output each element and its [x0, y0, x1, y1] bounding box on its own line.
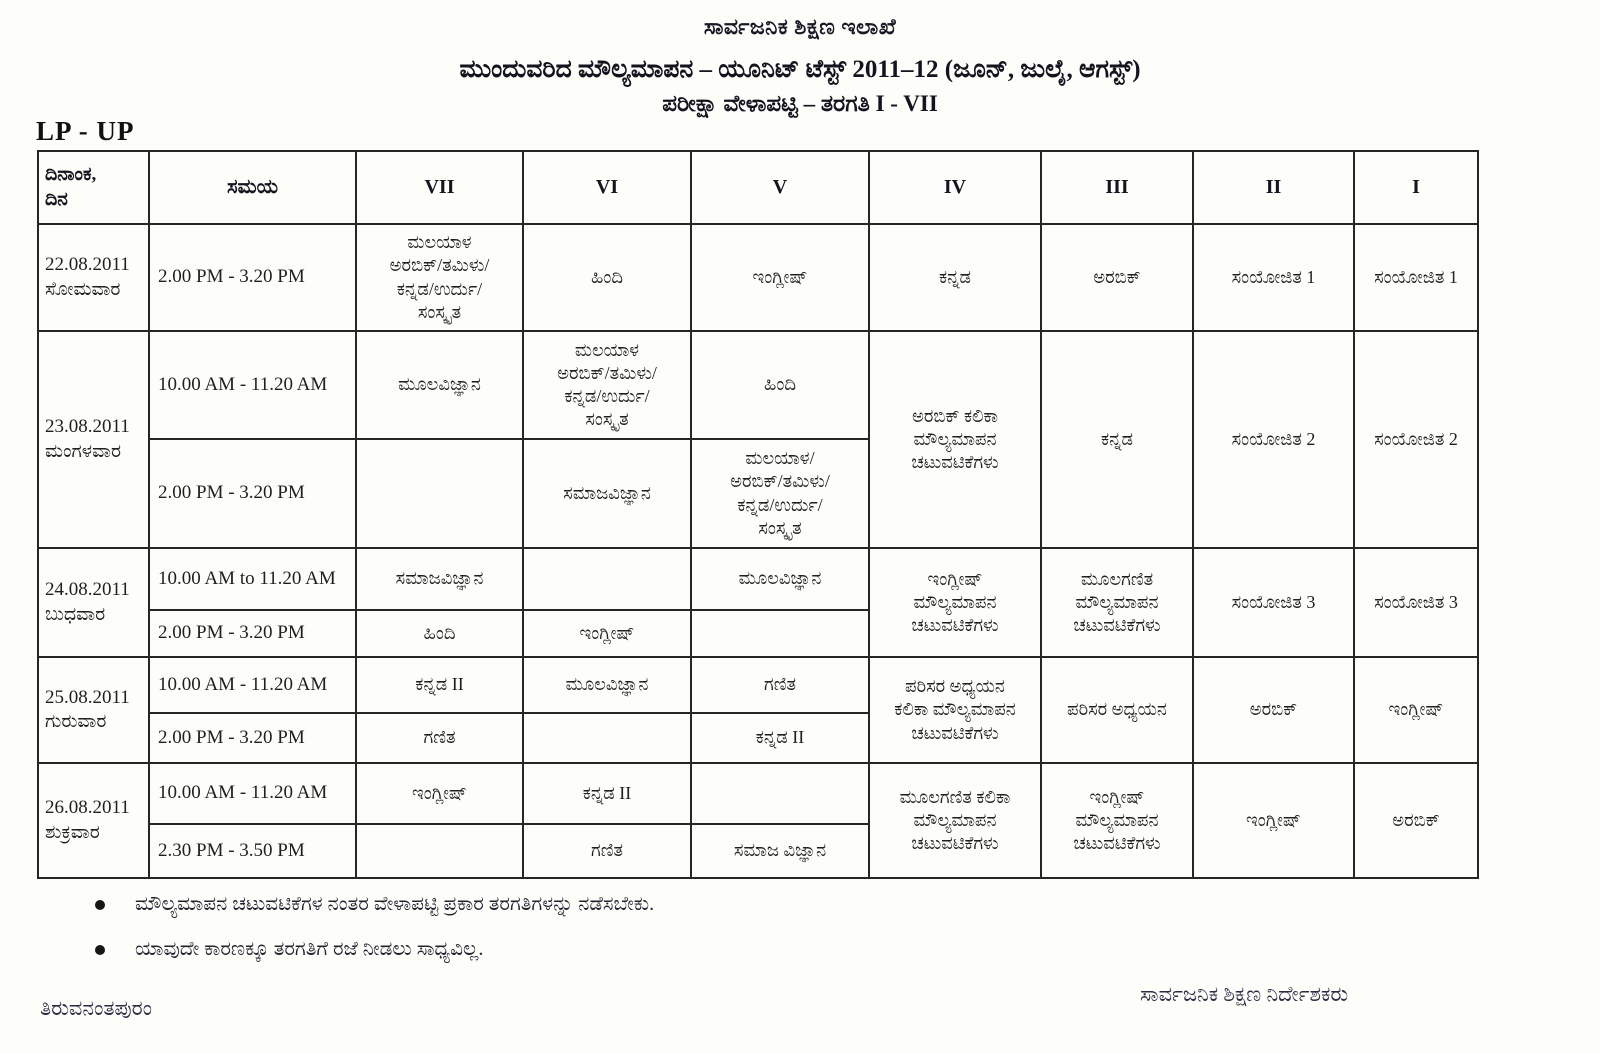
time-cell: 2.00 PM - 3.20 PM: [148, 223, 357, 332]
col-header-class-iv: IV: [868, 150, 1042, 225]
subject-cell: ಮೂಲಗಣಿತ ಕಲಿಕಾ ಮೌಲ್ಯಮಾಪನ ಚಟುವಟಿಕೆಗಳು: [868, 762, 1042, 879]
subject-cell: ಮಲಯಾಳ ಅರಬಿಕ್/ತಮಿಳು/ ಕನ್ನಡ/ಉರ್ದು/ ಸಂಸ್ಕೃತ: [522, 330, 692, 440]
subject-cell: [355, 823, 524, 879]
subject-cell: ಸಮಾಜ ವಿಜ್ಞಾನ: [690, 823, 870, 879]
table-row: 2.30 PM - 3.50 PM ಗಣಿತ ಸಮಾಜ ವಿಜ್ಞಾನ: [38, 823, 1478, 879]
col-header-class-ii: II: [1192, 150, 1355, 225]
subject-cell: ಸಮಾಜವಿಜ್ಞಾನ: [355, 547, 524, 611]
subject-cell: ಕನ್ನಡ II: [522, 762, 692, 825]
note-text: ಮೌಲ್ಯಮಾಪನ ಚಟುವಟಿಕೆಗಳ ನಂತರ ವೇಳಾಪಟ್ಟಿ ಪ್ರಕ…: [135, 893, 655, 915]
subject-cell: ಸಂಯೋಜಿತ 1: [1353, 223, 1479, 332]
note-item: ಯಾವುದೇ ಕಾರಣಕ್ಕೂ ತರಗತಿಗೆ ರಜೆ ನೀಡಲು ಸಾಧ್ಯವ…: [95, 938, 1395, 961]
bullet-icon: [95, 945, 105, 955]
subject-cell: ಸಂಯೋಜಿತ 3: [1353, 547, 1479, 658]
date-cell: 24.08.2011 ಬುಧವಾರ: [37, 547, 150, 658]
department-title: ಸಾರ್ವಜನಿಕ ಶಿಕ್ಷಣ ಇಲಾಖೆ: [703, 14, 897, 39]
subject-cell: ಹಿಂದಿ: [355, 609, 524, 658]
subject-cell: ಇಂಗ್ಲೀಷ್: [1353, 656, 1479, 764]
table-row: 26.08.2011 ಶುಕ್ರವಾರ 10.00 AM - 11.20 AM …: [37, 762, 1479, 879]
subject-cell: ಸಂಯೋಜಿತ 3: [1192, 547, 1355, 658]
table-row: 23.08.2011 ಮಂಗಳವಾರ 10.00 AM - 11.20 AM ಮ…: [37, 330, 1479, 549]
table-row: 24.08.2011 ಬುಧವಾರ 10.00 AM to 11.20 AM ಸ…: [37, 547, 1479, 658]
time-cell: 2.00 PM - 3.20 PM: [148, 609, 357, 658]
section-label: LP - UP: [36, 116, 135, 146]
subject-cell: ಅರಬಿಕ್: [1040, 223, 1194, 332]
date-cell: 25.08.2011 ಗುರುವಾರ: [37, 656, 150, 764]
time-cell: 10.00 AM - 11.20 AM: [148, 330, 357, 440]
col-header-class-vii: VII: [355, 150, 524, 225]
col-header-time: ಸಮಯ: [148, 150, 357, 225]
subject-cell: ಹಿಂದಿ: [522, 223, 692, 332]
subject-cell: ಮಲಯಾಳ ಅರಬಿಕ್/ತಮಿಳು/ ಕನ್ನಡ/ಉರ್ದು/ ಸಂಸ್ಕೃತ: [355, 223, 524, 332]
subject-cell: ಸಂಯೋಜಿತ 2: [1353, 330, 1479, 549]
subject-cell: [355, 438, 524, 549]
bullet-icon: [95, 900, 105, 910]
note-text: ಯಾವುದೇ ಕಾರಣಕ್ಕೂ ತರಗತಿಗೆ ರಜೆ ನೀಡಲು ಸಾಧ್ಯವ…: [135, 938, 484, 960]
table-row: 22.08.2011 ಸೋಮವಾರ 2.00 PM - 3.20 PM ಮಲಯಾ…: [37, 223, 1479, 332]
subject-cell: ಅರಬಿಕ್: [1192, 656, 1355, 764]
subject-cell: ಇಂಗ್ಲೀಷ್: [355, 762, 524, 825]
subject-cell: ಗಣಿತ: [690, 656, 870, 714]
subject-cell: ಮಲಯಾಳ/ ಅರಬಿಕ್/ತಮಿಳು/ ಕನ್ನಡ/ಉರ್ದು/ ಸಂಸ್ಕೃ…: [690, 438, 870, 549]
time-cell: 2.00 PM - 3.20 PM: [148, 438, 357, 549]
schedule-subtitle: ಪರೀಕ್ಷಾ ವೇಳಾಪಟ್ಟಿ – ತರಗತಿ I - VII: [662, 91, 938, 116]
date-cell: 22.08.2011 ಸೋಮವಾರ: [37, 223, 150, 332]
col-header-date-day: ದಿನಾಂಕ, ದಿನ: [37, 150, 150, 225]
document-header: ಸಾರ್ವಜನಿಕ ಶಿಕ್ಷಣ ಇಲಾಖೆ ಮುಂದುವರಿದ ಮೌಲ್ಯಮಾ…: [0, 14, 1600, 117]
subject-cell: ಅರಬಿಕ್ ಕಲಿಕಾ ಮೌಲ್ಯಮಾಪನ ಚಟುವಟಿಕೆಗಳು: [868, 330, 1042, 549]
footnotes: ಮೌಲ್ಯಮಾಪನ ಚಟುವಟಿಕೆಗಳ ನಂತರ ವೇಳಾಪಟ್ಟಿ ಪ್ರಕ…: [95, 893, 1395, 983]
col-header-class-vi: VI: [522, 150, 692, 225]
table-row: 2.00 PM - 3.20 PM ಗಣಿತ ಕನ್ನಡ II: [38, 712, 1478, 764]
subject-cell: ಸಂಯೋಜಿತ 1: [1192, 223, 1355, 332]
subject-cell: ಮೂಲಗಣಿತ ಮೌಲ್ಯಮಾಪನ ಚಟುವಟಿಕೆಗಳು: [1040, 547, 1194, 658]
subject-cell: ಪರಿಸರ ಅಧ್ಯಯನ ಕಲಿಕಾ ಮೌಲ್ಯಮಾಪನ ಚಟುವಟಿಕೆಗಳು: [868, 656, 1042, 764]
col-header-class-i: I: [1353, 150, 1479, 225]
subject-cell: ಕನ್ನಡ II: [355, 656, 524, 714]
subject-cell: ಮೂಲವಿಜ್ಞಾನ: [355, 330, 524, 440]
subject-cell: ಹಿಂದಿ: [690, 330, 870, 440]
subject-cell: ಅರಬಿಕ್: [1353, 762, 1479, 879]
subject-cell: ಮೂಲವಿಜ್ಞಾನ: [522, 656, 692, 714]
subject-cell: ಇಂಗ್ಲೀಷ್ ಮೌಲ್ಯಮಾಪನ ಚಟುವಟಿಕೆಗಳು: [868, 547, 1042, 658]
time-cell: 2.00 PM - 3.20 PM: [148, 712, 357, 764]
subject-cell: ಇಂಗ್ಲೀಷ್: [522, 609, 692, 658]
subject-cell: [522, 547, 692, 611]
subject-cell: ಸಂಯೋಜಿತ 2: [1192, 330, 1355, 549]
signatory-label: ಸಾರ್ವಜನಿಕ ಶಿಕ್ಷಣ ನಿರ್ದೇಶಕರು: [1140, 982, 1349, 1006]
subject-cell: ಸಮಾಜವಿಜ್ಞಾನ: [522, 438, 692, 549]
table-row: 25.08.2011 ಗುರುವಾರ 10.00 AM - 11.20 AM ಕ…: [37, 656, 1479, 764]
exam-timetable: ದಿನಾಂಕ, ದಿನ ಸಮಯ VII VI V IV III II I 22.…: [37, 150, 1479, 879]
subject-cell: [690, 762, 870, 825]
subject-cell: ಪರಿಸರ ಅಧ್ಯಯನ: [1040, 656, 1194, 764]
subject-cell: ಗಣಿತ: [355, 712, 524, 764]
table-header-row: ದಿನಾಂಕ, ದಿನ ಸಮಯ VII VI V IV III II I: [37, 150, 1479, 225]
time-cell: 2.30 PM - 3.50 PM: [148, 823, 357, 879]
subject-cell: ಇಂಗ್ಲೀಷ್ ಮೌಲ್ಯಮಾಪನ ಚಟುವಟಿಕೆಗಳು: [1040, 762, 1194, 879]
date-cell: 26.08.2011 ಶುಕ್ರವಾರ: [37, 762, 150, 879]
time-cell: 10.00 AM - 11.20 AM: [148, 762, 357, 825]
table-row: 2.00 PM - 3.20 PM ಸಮಾಜವಿಜ್ಞಾನ ಮಲಯಾಳ/ ಅರಬ…: [38, 438, 1478, 549]
subject-cell: ಕನ್ನಡ: [1040, 330, 1194, 549]
col-header-class-iii: III: [1040, 150, 1194, 225]
subject-cell: [690, 609, 870, 658]
subject-cell: ಇಂಗ್ಲೀಷ್: [690, 223, 870, 332]
note-item: ಮೌಲ್ಯಮಾಪನ ಚಟುವಟಿಕೆಗಳ ನಂತರ ವೇಳಾಪಟ್ಟಿ ಪ್ರಕ…: [95, 893, 1395, 916]
date-cell: 23.08.2011 ಮಂಗಳವಾರ: [37, 330, 150, 549]
table-row: 2.00 PM - 3.20 PM ಹಿಂದಿ ಇಂಗ್ಲೀಷ್: [38, 609, 1478, 658]
subject-cell: ಗಣಿತ: [522, 823, 692, 879]
subject-cell: ಮೂಲವಿಜ್ಞಾನ: [690, 547, 870, 611]
exam-title: ಮುಂದುವರಿದ ಮೌಲ್ಯಮಾಪನ – ಯೂನಿಟ್ ಟೆಸ್ಟ್ 2011…: [459, 56, 1141, 83]
time-cell: 10.00 AM - 11.20 AM: [148, 656, 357, 714]
subject-cell: [522, 712, 692, 764]
place-label: ತಿರುವನಂತಪುರಂ: [40, 996, 153, 1020]
subject-cell: ಕನ್ನಡ II: [690, 712, 870, 764]
col-header-class-v: V: [690, 150, 870, 225]
subject-cell: ಇಂಗ್ಲೀಷ್: [1192, 762, 1355, 879]
time-cell: 10.00 AM to 11.20 AM: [148, 547, 357, 611]
subject-cell: ಕನ್ನಡ: [868, 223, 1042, 332]
